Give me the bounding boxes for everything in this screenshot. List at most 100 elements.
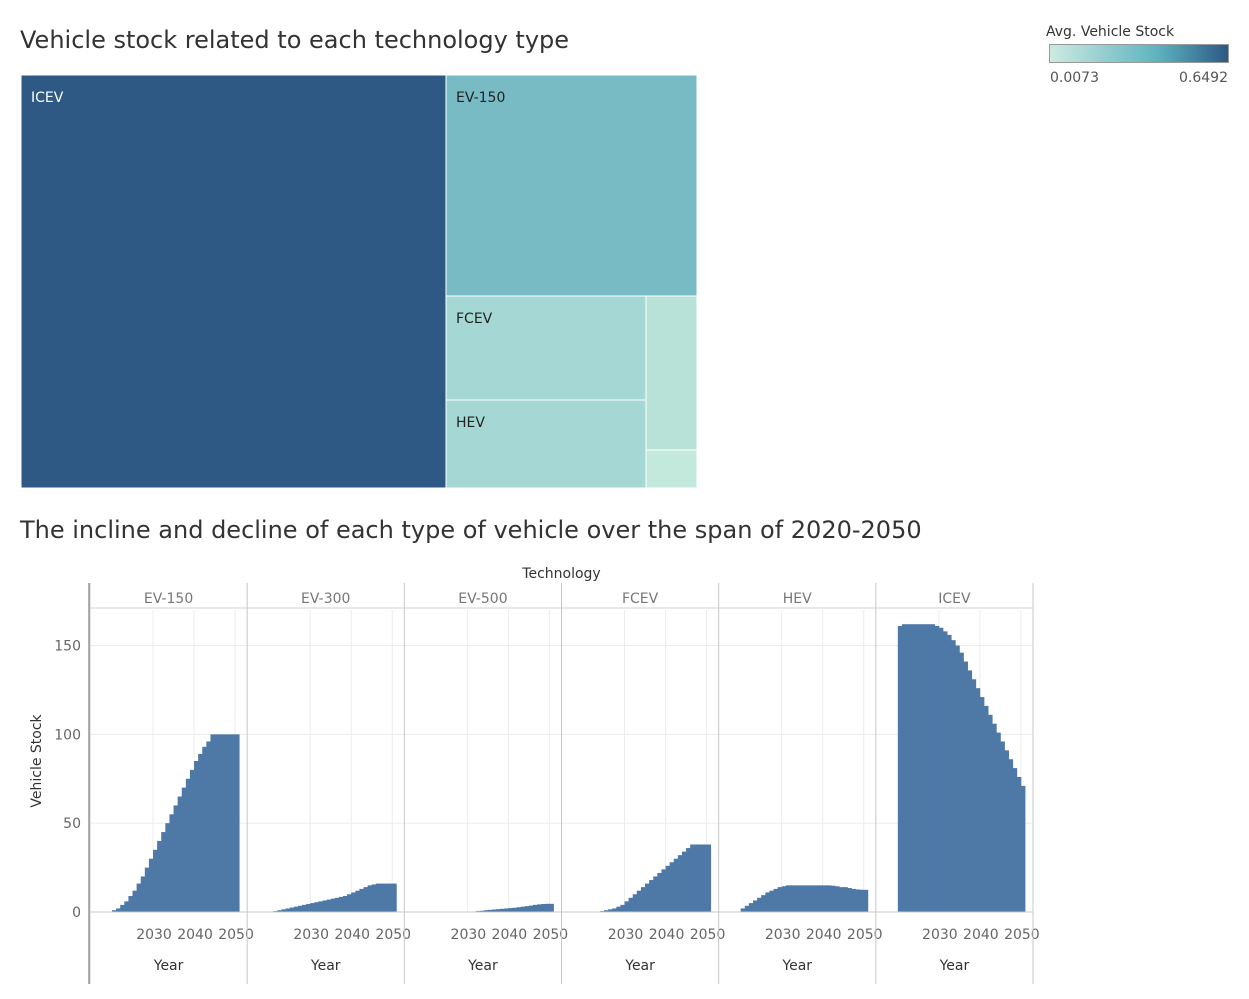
bar[interactable] — [910, 624, 915, 912]
bar[interactable] — [769, 890, 774, 912]
bar[interactable] — [326, 899, 332, 912]
bar[interactable] — [148, 858, 154, 912]
bar[interactable] — [996, 732, 1001, 912]
bar[interactable] — [645, 883, 650, 912]
bar[interactable] — [371, 884, 377, 912]
bar[interactable] — [392, 883, 397, 912]
bar[interactable] — [835, 886, 840, 912]
bar[interactable] — [657, 872, 662, 912]
bar[interactable] — [665, 865, 671, 912]
bar[interactable] — [806, 885, 811, 912]
bar[interactable] — [1020, 785, 1026, 912]
bar[interactable] — [624, 901, 630, 912]
treemap-cell-ev-150[interactable]: EV-150 — [445, 74, 698, 297]
bar[interactable] — [379, 883, 385, 912]
bar[interactable] — [226, 734, 232, 912]
bar[interactable] — [355, 890, 360, 912]
bar[interactable] — [934, 625, 940, 912]
treemap-cell-ev-500[interactable] — [645, 449, 698, 489]
bar[interactable] — [773, 888, 778, 912]
bar[interactable] — [384, 883, 389, 912]
bar[interactable] — [761, 895, 766, 912]
bar[interactable] — [500, 908, 505, 912]
bar[interactable] — [1004, 750, 1009, 912]
bar[interactable] — [310, 903, 315, 912]
bar[interactable] — [293, 906, 299, 912]
bar[interactable] — [1012, 768, 1018, 912]
bar[interactable] — [314, 902, 319, 912]
bar[interactable] — [285, 908, 291, 912]
bar[interactable] — [1016, 776, 1022, 912]
bar[interactable] — [859, 889, 865, 912]
bar[interactable] — [487, 909, 493, 912]
bar[interactable] — [851, 888, 856, 912]
bar[interactable] — [169, 814, 174, 912]
bar[interactable] — [189, 769, 195, 912]
bar[interactable] — [975, 688, 981, 912]
bar[interactable] — [818, 885, 824, 912]
bar[interactable] — [222, 734, 228, 912]
bar[interactable] — [181, 787, 187, 912]
bar[interactable] — [338, 896, 344, 912]
bar[interactable] — [343, 896, 348, 912]
bar[interactable] — [367, 885, 373, 912]
bar[interactable] — [165, 823, 170, 912]
bar[interactable] — [177, 796, 183, 912]
bar[interactable] — [847, 888, 852, 912]
bar[interactable] — [235, 734, 240, 912]
bar[interactable] — [690, 844, 695, 912]
bar[interactable] — [301, 904, 307, 912]
bar[interactable] — [798, 885, 803, 912]
bar[interactable] — [640, 887, 646, 912]
bar[interactable] — [322, 900, 327, 912]
bar[interactable] — [901, 624, 907, 912]
bar[interactable] — [781, 886, 787, 912]
bar[interactable] — [318, 901, 323, 912]
bar[interactable] — [545, 903, 550, 912]
bar[interactable] — [297, 905, 303, 912]
bar[interactable] — [218, 734, 224, 912]
bar[interactable] — [826, 885, 832, 912]
treemap-cell-ev-300[interactable] — [645, 295, 698, 451]
bar[interactable] — [206, 741, 211, 912]
bar[interactable] — [822, 885, 828, 912]
bar[interactable] — [334, 897, 340, 912]
bar[interactable] — [214, 734, 220, 912]
bar[interactable] — [144, 867, 150, 912]
treemap-cell-hev[interactable]: HEV — [445, 399, 647, 489]
bar[interactable] — [161, 832, 166, 912]
bar[interactable] — [289, 907, 295, 912]
bar[interactable] — [112, 910, 117, 912]
bar[interactable] — [347, 894, 352, 912]
bar[interactable] — [681, 851, 687, 912]
bar[interactable] — [532, 904, 538, 912]
bar[interactable] — [351, 892, 356, 912]
bar[interactable] — [661, 869, 666, 912]
bar[interactable] — [549, 903, 554, 912]
bar[interactable] — [512, 907, 517, 912]
bar[interactable] — [520, 906, 526, 912]
bar[interactable] — [992, 723, 997, 912]
bar[interactable] — [922, 624, 927, 912]
bar[interactable] — [830, 885, 836, 912]
bar[interactable] — [971, 679, 977, 912]
bar[interactable] — [863, 889, 869, 912]
bar[interactable] — [483, 910, 489, 912]
bar[interactable] — [740, 908, 746, 912]
bar[interactable] — [375, 883, 381, 912]
bar[interactable] — [983, 705, 989, 912]
bar[interactable] — [930, 624, 936, 912]
bar[interactable] — [744, 905, 750, 912]
bar[interactable] — [789, 885, 795, 912]
bar[interactable] — [951, 640, 956, 912]
bar[interactable] — [363, 887, 369, 912]
bar[interactable] — [698, 844, 703, 912]
bar[interactable] — [281, 909, 286, 912]
bar[interactable] — [608, 909, 613, 912]
bar[interactable] — [185, 778, 191, 912]
bar[interactable] — [897, 625, 903, 912]
bar[interactable] — [686, 848, 691, 912]
bar[interactable] — [649, 880, 654, 912]
bar[interactable] — [694, 844, 699, 912]
bar[interactable] — [496, 909, 501, 912]
